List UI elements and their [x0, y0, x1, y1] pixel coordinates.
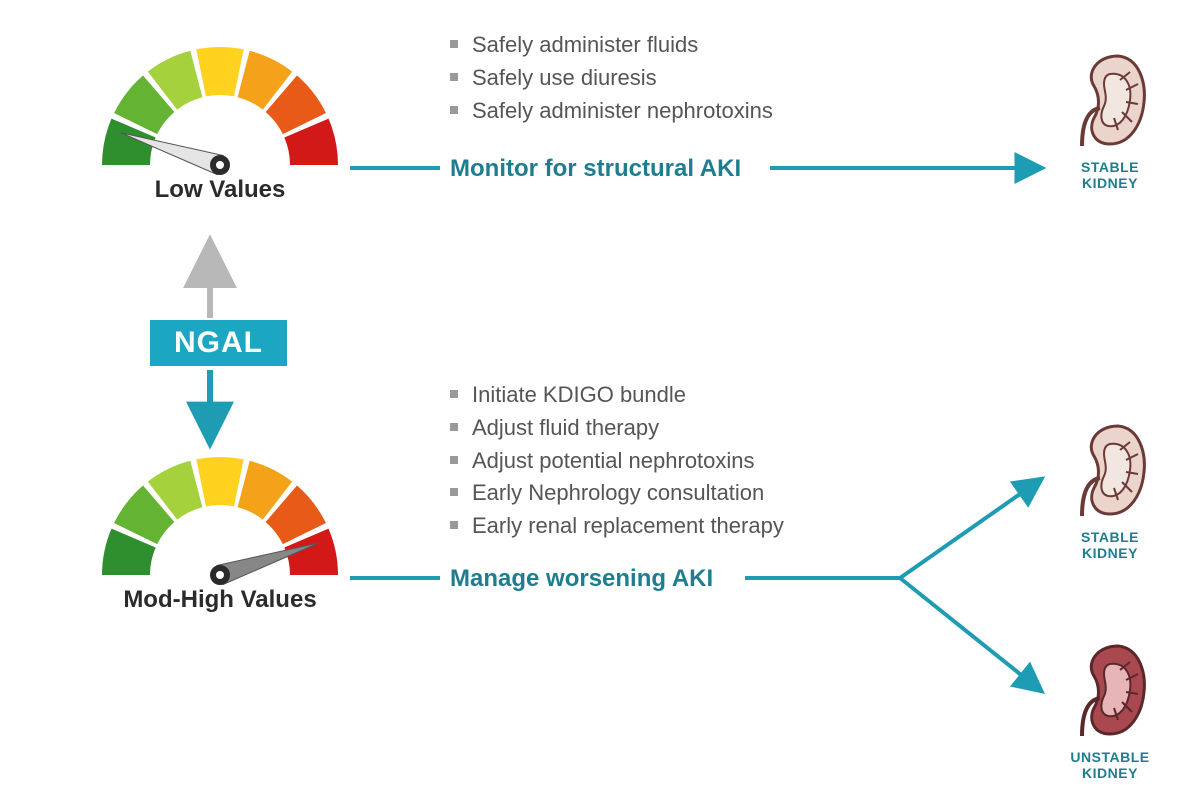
- kidney-label: UNSTABLE KIDNEY: [1060, 749, 1160, 781]
- gauge-low: Low Values: [90, 25, 350, 204]
- kidney-icon: [1070, 50, 1150, 150]
- bullet-item: Safely use diuresis: [450, 63, 773, 94]
- bullets-low: Safely administer fluids Safely use diur…: [450, 30, 773, 128]
- bullets-high: Initiate KDIGO bundle Adjust fluid thera…: [450, 380, 784, 544]
- bullet-item: Early Nephrology consultation: [450, 478, 784, 509]
- gauge-high-label: Mod-High Values: [90, 586, 350, 614]
- bullet-item: Safely administer fluids: [450, 30, 773, 61]
- kidney-icon: [1070, 640, 1150, 740]
- gauge-high-svg: [90, 435, 350, 585]
- kidney-icon: [1070, 420, 1150, 520]
- kidney-label: STABLE KIDNEY: [1060, 529, 1160, 561]
- bullet-item: Initiate KDIGO bundle: [450, 380, 784, 411]
- kidney-stable-1: STABLE KIDNEY: [1060, 50, 1160, 191]
- bullet-item: Early renal replacement therapy: [450, 511, 784, 542]
- gauge-high: Mod-High Values: [90, 435, 350, 614]
- gauge-low-label: Low Values: [90, 176, 350, 204]
- kidney-label: STABLE KIDNEY: [1060, 159, 1160, 191]
- bullet-item: Adjust fluid therapy: [450, 413, 784, 444]
- bullet-item: Safely administer nephrotoxins: [450, 96, 773, 127]
- action-low: Monitor for structural AKI: [450, 155, 741, 183]
- kidney-unstable: UNSTABLE KIDNEY: [1060, 640, 1160, 781]
- kidney-stable-2: STABLE KIDNEY: [1060, 420, 1160, 561]
- gauge-low-svg: [90, 25, 350, 175]
- bullet-item: Adjust potential nephrotoxins: [450, 446, 784, 477]
- action-high: Manage worsening AKI: [450, 565, 713, 593]
- ngal-box: NGAL: [150, 320, 287, 366]
